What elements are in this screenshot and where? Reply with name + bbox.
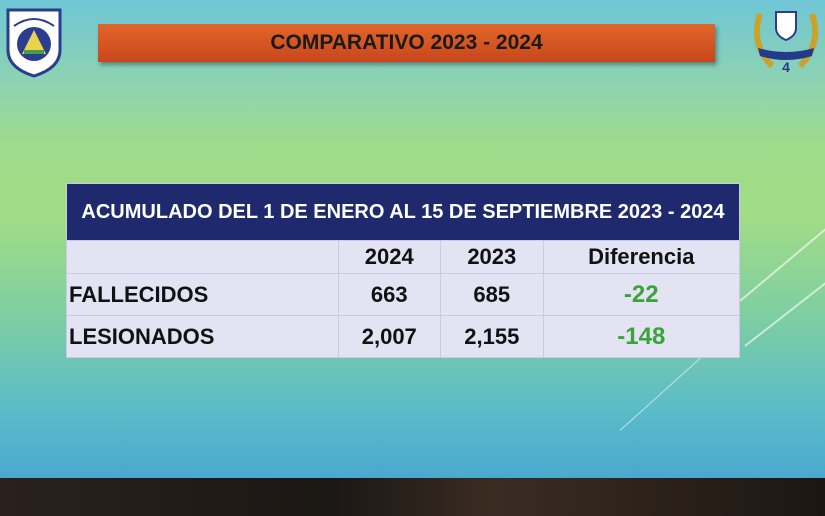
svg-text:4: 4 <box>782 59 790 75</box>
decorative-streak <box>619 349 710 431</box>
slide-title: COMPARATIVO 2023 - 2024 <box>270 31 543 54</box>
header-2023: 2023 <box>440 240 544 274</box>
screen-bezel <box>0 478 825 516</box>
header-diferencia: Diferencia <box>542 240 741 274</box>
table-row: FALLECIDOS 663 685 -22 <box>66 273 741 316</box>
value-2023: 685 <box>440 273 544 316</box>
value-2024: 663 <box>337 273 442 316</box>
comparison-table: ACUMULADO DEL 1 DE ENERO AL 15 DE SEPTIE… <box>66 183 741 358</box>
slide-title-banner: COMPARATIVO 2023 - 2024 <box>98 24 715 62</box>
value-2024: 2,007 <box>337 315 442 358</box>
header-empty <box>66 240 339 274</box>
row-label: FALLECIDOS <box>66 273 339 316</box>
table-title: ACUMULADO DEL 1 DE ENERO AL 15 DE SEPTIE… <box>66 183 740 241</box>
value-2023: 2,155 <box>440 315 544 358</box>
anniversary-logo: 4 <box>754 11 818 75</box>
header-2024: 2024 <box>337 240 442 274</box>
policia-nacional-logo <box>6 8 62 78</box>
table-row: LESIONADOS 2,007 2,155 -148 <box>66 315 741 358</box>
decorative-streak <box>739 223 825 302</box>
value-diff: -148 <box>542 315 741 358</box>
row-label: LESIONADOS <box>66 315 339 358</box>
presentation-screen: 4 COMPARATIVO 2023 - 2024 ACUMULADO DEL … <box>0 0 825 480</box>
value-diff: -22 <box>542 273 741 316</box>
